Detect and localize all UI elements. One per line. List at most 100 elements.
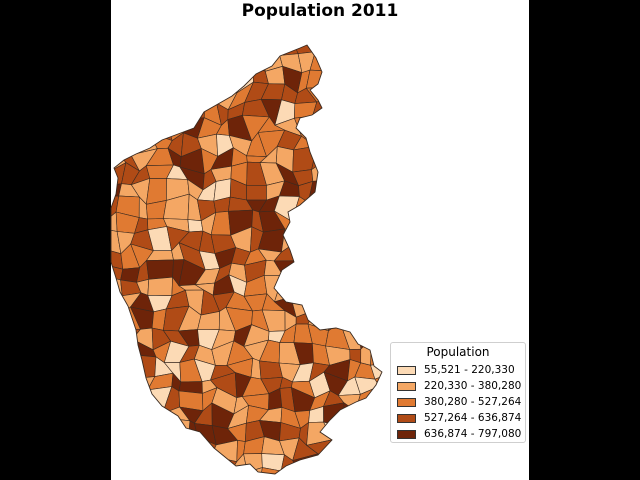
district-region xyxy=(379,440,382,456)
district-region xyxy=(189,89,206,102)
legend-label: 220,330 - 380,280 xyxy=(424,380,522,392)
district-region xyxy=(322,85,350,102)
district-region xyxy=(355,403,377,428)
district-region xyxy=(329,202,344,218)
district-region xyxy=(340,130,365,158)
district-region xyxy=(338,66,367,86)
district-region xyxy=(328,294,350,317)
legend-label: 527,264 - 636,874 xyxy=(424,412,522,424)
district-region xyxy=(307,133,331,148)
district-region xyxy=(111,372,125,397)
legend-swatch xyxy=(397,397,416,407)
district-region xyxy=(373,98,382,118)
district-region xyxy=(165,51,190,72)
district-region xyxy=(325,275,347,297)
legend-swatch xyxy=(397,365,416,375)
district-region xyxy=(199,67,221,94)
district-region xyxy=(353,83,380,105)
district-region xyxy=(371,227,382,251)
district-region xyxy=(345,296,364,317)
district-region xyxy=(323,472,341,474)
district-region xyxy=(147,276,173,297)
district-region xyxy=(296,470,311,474)
district-region xyxy=(111,45,127,60)
district-region xyxy=(134,403,155,429)
district-region xyxy=(164,98,191,120)
district-region xyxy=(114,72,133,89)
district-region xyxy=(379,132,382,159)
district-regions xyxy=(111,45,382,474)
district-region xyxy=(311,145,331,171)
district-region xyxy=(371,450,382,469)
district-region xyxy=(314,45,330,63)
district-region xyxy=(345,83,367,105)
district-region xyxy=(357,424,381,442)
district-region xyxy=(226,471,251,474)
district-region xyxy=(111,87,124,110)
district-region xyxy=(354,101,376,123)
legend-label: 380,280 - 527,264 xyxy=(424,396,522,408)
district-region xyxy=(131,45,156,58)
district-region xyxy=(374,115,382,136)
district-region xyxy=(323,113,343,143)
district-region xyxy=(329,215,341,230)
district-region xyxy=(246,467,263,474)
district-region xyxy=(188,67,204,94)
legend-item: 380,280 - 527,264 xyxy=(397,396,521,408)
district-region xyxy=(356,228,375,253)
district-region xyxy=(359,308,382,333)
district-region xyxy=(294,101,318,119)
district-region xyxy=(290,279,310,298)
district-region xyxy=(132,389,149,409)
district-region xyxy=(339,308,364,333)
district-region xyxy=(197,466,218,474)
district-region xyxy=(114,438,140,461)
district-region xyxy=(146,450,175,474)
district-region xyxy=(118,98,139,126)
district-region xyxy=(230,57,254,68)
district-region xyxy=(376,45,382,59)
district-region xyxy=(111,53,127,74)
district-region xyxy=(130,70,151,94)
district-region xyxy=(308,279,329,296)
district-region xyxy=(329,179,351,205)
district-region xyxy=(187,219,204,233)
district-region xyxy=(289,232,314,247)
district-region xyxy=(310,244,330,266)
district-region xyxy=(373,306,382,328)
district-region xyxy=(200,450,219,468)
district-region xyxy=(373,83,382,102)
district-region xyxy=(181,436,207,460)
district-region xyxy=(356,117,381,134)
district-region xyxy=(111,131,123,150)
district-region xyxy=(343,402,359,428)
district-region xyxy=(213,466,230,474)
district-region xyxy=(371,177,382,201)
district-region xyxy=(331,70,350,88)
district-region xyxy=(166,437,189,460)
district-region xyxy=(329,438,346,461)
district-region xyxy=(340,113,361,143)
map-legend: Population 55,521 - 220,330 220,330 - 38… xyxy=(390,342,526,443)
district-region xyxy=(162,70,190,94)
district-region xyxy=(123,454,142,474)
district-region xyxy=(116,466,142,474)
district-region xyxy=(371,245,382,264)
district-region xyxy=(116,372,134,397)
district-region xyxy=(328,133,342,158)
district-region xyxy=(212,45,235,62)
legend-swatch xyxy=(397,381,416,391)
district-region xyxy=(372,216,382,230)
district-region xyxy=(338,426,364,440)
district-region xyxy=(378,73,382,88)
legend-label: 55,521 - 220,330 xyxy=(424,364,515,376)
district-region xyxy=(140,466,149,474)
district-region xyxy=(210,67,238,94)
district-region xyxy=(123,391,140,409)
district-region xyxy=(232,45,254,62)
district-region xyxy=(337,466,365,474)
district-region xyxy=(116,354,133,380)
district-region xyxy=(339,227,361,253)
district-region xyxy=(111,103,121,126)
